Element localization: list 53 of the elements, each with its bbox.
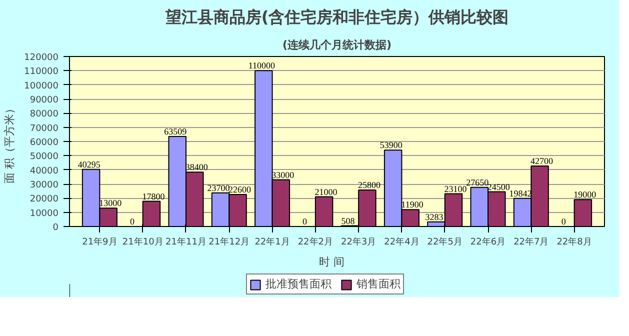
data-label: 40295 xyxy=(78,159,101,170)
y-tick-label: 50000 xyxy=(30,152,59,162)
data-label: 53900 xyxy=(380,140,403,150)
data-label: 13000 xyxy=(99,198,122,208)
x-tick-label: 22年6月 xyxy=(470,236,506,248)
data-label: 0 xyxy=(302,216,308,226)
y-tick-label: 70000 xyxy=(30,124,59,134)
x-axis-title: 时 间 xyxy=(319,256,345,268)
y-tick-label: 80000 xyxy=(30,110,59,120)
chart-title: 望江县商品房(含住宅房和非住宅房）供销比较图 xyxy=(164,8,509,26)
data-label: 11900 xyxy=(401,200,424,210)
data-label: 22600 xyxy=(228,184,252,194)
data-label: 17800 xyxy=(142,191,166,202)
data-label: 0 xyxy=(561,216,566,226)
data-label: 508 xyxy=(341,216,356,226)
x-tick-label: 22年8月 xyxy=(556,236,592,248)
data-label: 21000 xyxy=(314,186,338,197)
legend-label: 销售面积 xyxy=(356,276,400,292)
data-label: 23100 xyxy=(444,184,468,194)
x-tick-label: 22年1月 xyxy=(254,236,290,248)
data-label: 27650 xyxy=(466,177,490,188)
data-label: 25800 xyxy=(358,180,381,190)
data-label: 23700 xyxy=(207,182,230,193)
data-label: 3283 xyxy=(425,212,444,222)
x-tick-label: 21年12月 xyxy=(208,236,250,248)
y-tick-label: 120000 xyxy=(24,53,59,63)
x-tick-label: 22年3月 xyxy=(340,236,376,248)
y-tick-label: 20000 xyxy=(30,194,59,205)
x-tick-label: 22年7月 xyxy=(514,236,549,248)
data-label: 63509 xyxy=(164,126,188,137)
y-tick-label: 10000 xyxy=(30,208,59,219)
legend-label: 批准预售面积 xyxy=(266,276,332,292)
data-label: 42700 xyxy=(530,156,554,166)
y-tick-label: 40000 xyxy=(30,166,59,176)
data-label: 110000 xyxy=(248,60,276,71)
y-tick-label: 110000 xyxy=(24,67,59,78)
x-tick-label: 21年10月 xyxy=(122,236,164,248)
data-label: 19000 xyxy=(574,190,597,200)
x-tick-label: 22年2月 xyxy=(298,236,334,248)
y-tick-label: 100000 xyxy=(24,81,59,92)
data-label: 38400 xyxy=(185,162,208,172)
y-tick-label: 60000 xyxy=(30,138,59,148)
chart-subtitle: (连续几个月统计数据) xyxy=(282,38,392,52)
x-tick-label: 21年11月 xyxy=(166,236,206,248)
y-tick-label: 90000 xyxy=(30,96,59,106)
y-tick-label: 0 xyxy=(52,223,59,233)
data-label: 24500 xyxy=(487,182,510,192)
data-label: 0 xyxy=(130,216,135,226)
x-tick-label: 22年5月 xyxy=(427,236,462,248)
y-axis-title: 面 积（平方米） xyxy=(3,102,16,184)
x-tick-label: 21年9月 xyxy=(82,236,118,248)
y-tick-label: 30000 xyxy=(30,180,59,190)
x-tick-label: 22年4月 xyxy=(384,236,420,248)
